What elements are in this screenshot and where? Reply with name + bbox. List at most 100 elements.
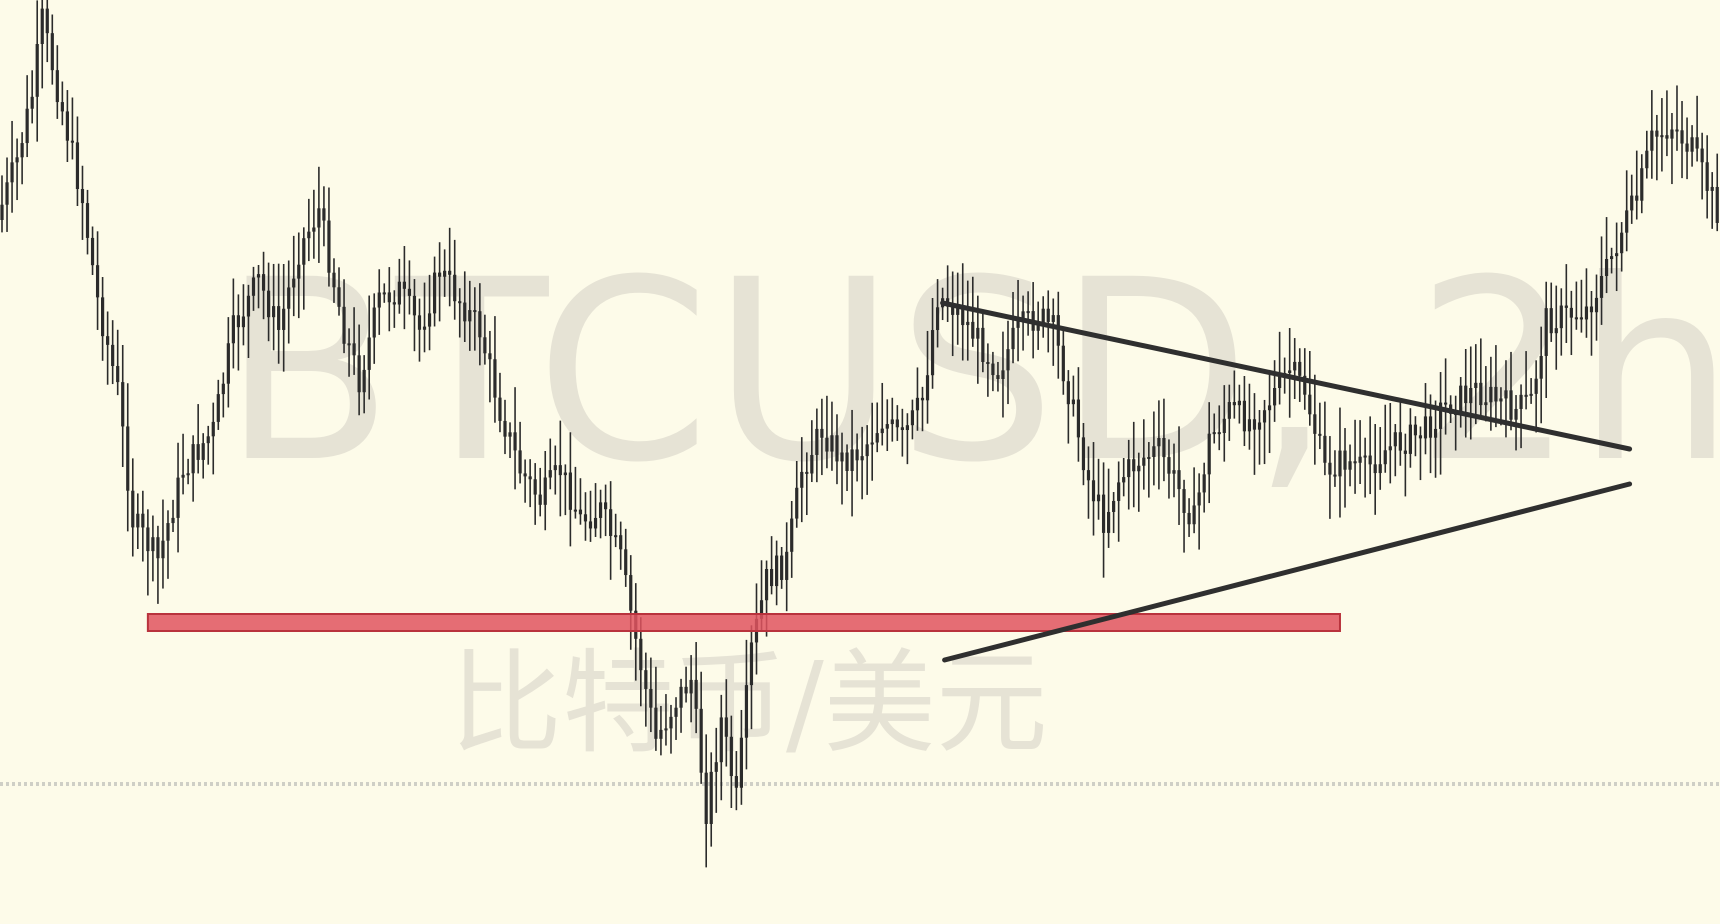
candle [1242, 375, 1247, 447]
candle [1046, 290, 1050, 353]
candle [1464, 348, 1468, 438]
candle [126, 383, 130, 532]
candle [734, 751, 738, 811]
candle [1604, 217, 1609, 294]
candle [20, 132, 24, 185]
candle [1519, 384, 1523, 449]
candle [689, 655, 693, 723]
candle [1272, 360, 1277, 422]
candle [106, 311, 110, 385]
candle [95, 231, 100, 330]
candle [1479, 338, 1483, 417]
candle [739, 709, 744, 805]
candle [966, 280, 970, 361]
candle [1403, 433, 1407, 497]
candle [377, 269, 381, 335]
candle [1645, 130, 1649, 179]
candle [1076, 367, 1081, 462]
candle [256, 264, 261, 309]
candle [1112, 492, 1116, 534]
candle [1011, 292, 1015, 364]
candle [719, 694, 723, 801]
candle [347, 328, 351, 377]
candle [598, 489, 603, 539]
candle [885, 399, 889, 451]
candle [1408, 408, 1412, 468]
candle [1001, 331, 1005, 418]
candle [1705, 135, 1709, 219]
candle [1066, 370, 1070, 444]
candle [1494, 345, 1498, 428]
candle [251, 266, 256, 311]
candle [211, 402, 215, 475]
candle [1247, 383, 1252, 450]
candle [780, 547, 784, 589]
candle [1096, 458, 1101, 520]
candle [402, 246, 406, 330]
candle [1393, 424, 1397, 477]
candle [1091, 442, 1096, 536]
candle [694, 642, 698, 734]
candle [357, 324, 361, 416]
candle [266, 262, 271, 342]
candle [1438, 372, 1443, 475]
candle [181, 433, 185, 495]
candle [1006, 320, 1010, 405]
candle [961, 263, 965, 361]
candle [578, 478, 583, 525]
candle [417, 298, 422, 362]
candle [925, 330, 930, 424]
candle [548, 438, 552, 490]
candle [724, 679, 728, 767]
candle [65, 90, 69, 162]
candle [860, 426, 864, 500]
candle [221, 372, 225, 418]
candle [1579, 279, 1584, 333]
candle [236, 294, 241, 371]
candle [201, 433, 205, 479]
candle [679, 678, 683, 733]
candle [1237, 384, 1241, 424]
candle [1423, 383, 1428, 455]
candle [216, 379, 220, 430]
candle [800, 437, 804, 523]
candle [1635, 150, 1639, 220]
lower-trendline [942, 481, 1633, 663]
candle [629, 555, 633, 650]
candle [830, 401, 834, 471]
candle [1212, 413, 1216, 444]
candle [1685, 117, 1689, 180]
candle [1182, 479, 1186, 553]
candle [1132, 421, 1136, 508]
candle [1278, 331, 1282, 405]
candle [795, 460, 799, 528]
candle [835, 414, 839, 485]
candle [473, 287, 477, 351]
candle [1323, 401, 1327, 476]
candles [0, 0, 1719, 868]
candle [503, 399, 507, 455]
candle [60, 81, 64, 126]
candle [1398, 400, 1402, 466]
candle [362, 355, 366, 414]
candle [684, 666, 688, 703]
candle [1650, 90, 1654, 179]
candle [1700, 132, 1704, 200]
candle [1081, 423, 1086, 486]
candle [1388, 403, 1392, 484]
candle [1202, 462, 1206, 513]
candle [654, 666, 658, 751]
candle [563, 464, 567, 516]
candle [297, 232, 301, 319]
candle [171, 499, 175, 532]
candle [1026, 291, 1030, 336]
candle [875, 402, 879, 453]
candle [593, 483, 598, 537]
candle [1147, 442, 1151, 498]
candle [146, 509, 150, 596]
candle [915, 367, 920, 431]
candle [1710, 172, 1714, 229]
candle [1071, 375, 1075, 417]
candle [1267, 369, 1272, 454]
